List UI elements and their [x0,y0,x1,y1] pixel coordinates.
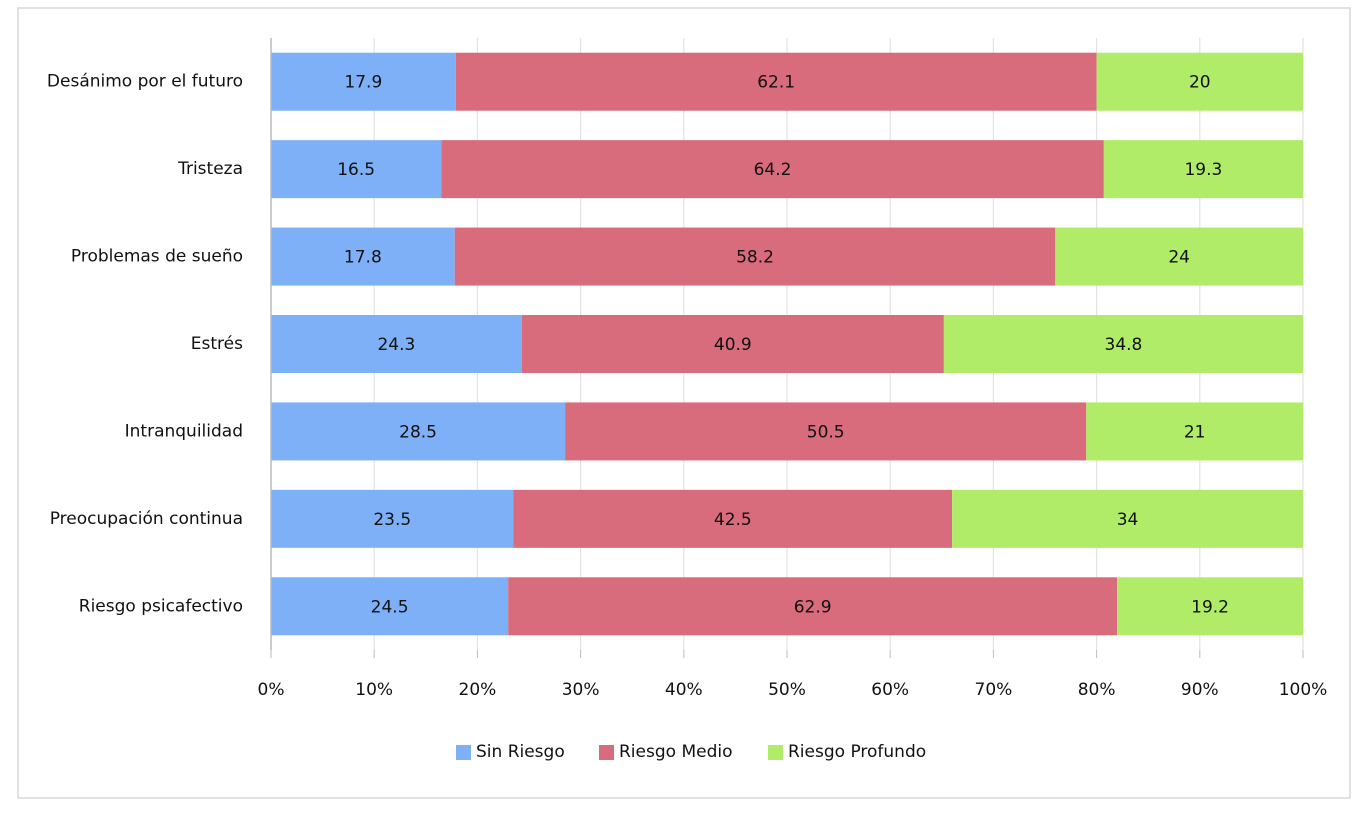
data-label: 17.8 [344,248,382,268]
y-tick-label: Desánimo por el futuro [47,72,243,92]
x-tick-label: 30% [562,680,600,700]
data-label: 19.3 [1184,160,1222,180]
x-tick-label: 40% [665,680,703,700]
bar-segment [513,489,953,548]
data-label: 34.8 [1105,335,1143,355]
bar-segment [455,52,1097,111]
bar-segment [271,227,455,286]
data-label: 19.2 [1191,597,1229,617]
legend-label: Riesgo Profundo [788,742,926,762]
bar-segment [271,52,456,111]
y-tick-label: Preocupación continua [50,509,243,529]
bar-segment [1117,577,1303,636]
legend-label: Sin Riesgo [476,742,565,762]
bar-segment [271,315,522,373]
data-label: 24.3 [377,335,415,355]
bar-segment [271,577,509,636]
bar-segment [271,140,442,199]
data-label: 17.9 [344,73,382,93]
x-tick-label: 90% [1181,680,1219,700]
data-label: 64.2 [754,160,792,180]
x-tick-label: 100% [1279,680,1328,700]
y-tick-label: Tristeza [177,159,243,179]
y-tick-label: Intranquilidad [125,421,243,441]
data-label: 50.5 [807,422,845,442]
y-tick-label: Estrés [191,334,243,354]
bar-segment [1055,227,1303,286]
bar-segment [943,315,1303,373]
bar-segment [441,140,1104,199]
legend-swatch [768,745,783,760]
bar-segment [508,577,1118,636]
data-label: 34 [1117,510,1139,530]
bar-segment [1096,52,1303,111]
legend-label: Riesgo Medio [619,742,733,762]
bar-segment [1103,140,1303,199]
x-tick-label: 0% [258,680,285,700]
x-tick-label: 20% [459,680,497,700]
legend-swatch [456,745,471,760]
y-tick-label: Riesgo psicafectivo [79,596,243,616]
bar-segment [521,315,944,373]
data-label: 24 [1168,248,1190,268]
data-label: 20 [1189,73,1211,93]
x-tick-label: 60% [871,680,909,700]
legend-swatch [599,745,614,760]
data-label: 24.5 [371,597,409,617]
bar-segment [454,227,1056,286]
x-tick-label: 70% [975,680,1013,700]
data-label: 16.5 [337,160,375,180]
x-tick-label: 50% [768,680,806,700]
bar-segment [952,489,1303,548]
data-label: 62.1 [757,73,795,93]
data-label: 58.2 [736,248,774,268]
x-tick-label: 10% [355,680,393,700]
data-label: 23.5 [373,510,411,530]
y-tick-label: Problemas de sueño [71,247,243,267]
bar-segment [1086,402,1303,461]
data-label: 21 [1184,422,1206,442]
bar-segment [565,402,1087,461]
bar-segment [271,489,514,548]
x-tick-label: 80% [1078,680,1116,700]
data-label: 28.5 [399,422,437,442]
bar-segment [271,402,566,461]
data-label: 62.9 [794,597,832,617]
data-label: 40.9 [714,335,752,355]
data-label: 42.5 [714,510,752,530]
